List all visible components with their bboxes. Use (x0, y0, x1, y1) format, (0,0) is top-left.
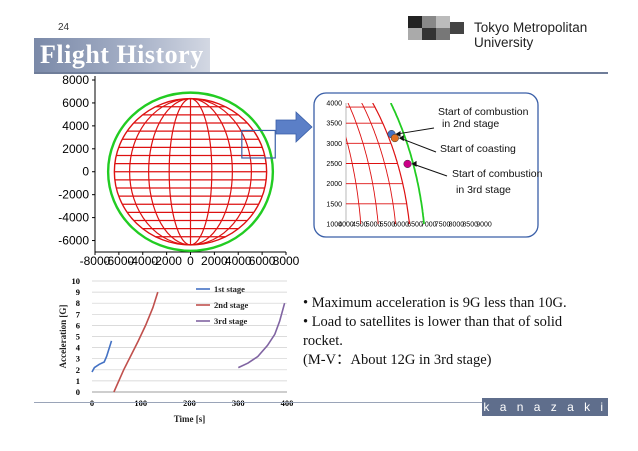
globe-x-tick-label: -2000 (151, 254, 182, 268)
footer-rule (34, 402, 482, 403)
globe-x-tick-label: -8000 (80, 254, 111, 268)
globe-trajectory (106, 91, 275, 253)
globe-y-tick-label: 0 (82, 165, 89, 179)
globe-y-tick-label: -4000 (58, 211, 89, 225)
globe-y-tick-label: 4000 (62, 119, 89, 133)
zoom-callout (275, 111, 313, 143)
globe-y-tick-label: 6000 (62, 96, 89, 110)
globe-x-tick-label: 0 (187, 254, 194, 268)
title-bar (34, 38, 210, 72)
inset-event-point (403, 159, 412, 168)
inset-event-point (390, 134, 399, 143)
bullet-item: • Maximum acceleration is 9G less than 1… (303, 295, 567, 311)
accel-x-tick-label: 200 (183, 398, 196, 408)
slide-number: 24 (58, 22, 70, 33)
globe-outline (113, 97, 268, 246)
globe-x-tick-label: 6000 (249, 254, 276, 268)
accel-y-tick-label: 0 (76, 387, 80, 397)
inset-y-tick-label: 2000 (326, 181, 342, 188)
inset-x-tick-label: 8000 (449, 222, 465, 229)
accel-series-line (237, 302, 286, 369)
globe-x-tick-label: 8000 (273, 254, 300, 268)
inset-y-tick-label: 2500 (326, 161, 342, 168)
globe-y-tick-label: -2000 (58, 188, 89, 202)
globe-x-tick-label: -4000 (127, 254, 158, 268)
university-name: Tokyo Metropolitan University (474, 20, 588, 50)
lab-footer: k a n a z a k i - l a b (482, 398, 608, 432)
inset-x-tick-label: 4500 (352, 222, 368, 229)
annotation-arrow (399, 137, 437, 153)
inset-x-tick-label: 7000 (421, 222, 437, 229)
slide-title: Flight History (40, 40, 204, 69)
legend-label: 3rd stage (214, 316, 248, 326)
inset-earth-edge (372, 103, 411, 224)
annotation-label: in 3rd stage (456, 184, 511, 196)
inset-x-tick-label: 5500 (380, 222, 396, 229)
accel-y-tick-label: 6 (76, 320, 80, 330)
inset-y-tick-label: 4000 (326, 101, 342, 108)
accel-y-tick-label: 5 (76, 332, 80, 342)
globe-y-tick-label: 2000 (62, 142, 89, 156)
globe-y-tick-label: 8000 (62, 73, 89, 87)
globe-x-tick-label: 2000 (201, 254, 228, 268)
accel-y-tick-label: 4 (76, 343, 81, 353)
accel-y-tick-label: 3 (76, 354, 80, 364)
globe-x-tick-label: -6000 (104, 254, 135, 268)
accel-y-axis-title: Acceleration [G] (58, 305, 68, 369)
inset-x-tick-label: 4000 (338, 222, 354, 229)
bullet-item: rocket. (303, 333, 343, 349)
accel-series-line (91, 340, 113, 373)
inset-x-tick-label: 6500 (407, 222, 423, 229)
bullet-list: • Maximum acceleration is 9G less than 1… (303, 294, 623, 370)
inset-x-tick-label: 6000 (393, 222, 409, 229)
annotation-arrowhead-icon (398, 135, 404, 142)
annotation-label: in 2nd stage (442, 118, 499, 130)
annotation-arrow (412, 163, 448, 177)
inset-frame (313, 92, 539, 238)
accel-y-tick-label: 7 (76, 309, 81, 319)
title-rule (34, 72, 608, 74)
accel-x-tick-label: 100 (134, 398, 147, 408)
inset-x-tick-label: 9000 (476, 222, 492, 229)
inset-y-tick-label: 3500 (326, 121, 342, 128)
accel-series-line (113, 291, 159, 393)
legend-label: 2nd stage (214, 300, 248, 310)
inset-y-tick-label: 1500 (326, 201, 342, 208)
accel-x-tick-label: 300 (232, 398, 245, 408)
callout-arrow-icon (275, 111, 313, 143)
inset-meridian (347, 103, 379, 224)
legend-label: 1st stage (214, 284, 245, 294)
inset-x-tick-label: 7500 (435, 222, 451, 229)
bullet-item: • Load to satellites is lower than that … (303, 314, 563, 330)
annotation-arrowhead-icon (395, 131, 401, 138)
inset-meridian (361, 103, 396, 224)
accel-y-tick-label: 9 (76, 287, 80, 297)
annotation-arrowhead-icon (411, 160, 417, 167)
zoom-box (241, 129, 276, 159)
accel-x-axis-title: Time [s] (174, 414, 206, 424)
accel-y-tick-label: 8 (76, 298, 80, 308)
inset-x-tick-label: 5000 (366, 222, 382, 229)
globe-x-tick-label: 4000 (225, 254, 252, 268)
annotation-arrow (396, 127, 435, 135)
annotation-label: Start of combustion (438, 106, 529, 118)
globe-y-tick-label: -6000 (58, 234, 89, 248)
bullet-item: (M-V：About 12G in 3rd stage) (303, 352, 492, 368)
accel-x-tick-label: 0 (90, 398, 94, 408)
annotation-label: Start of combustion (452, 168, 543, 180)
inset-x-tick-label: 8500 (462, 222, 478, 229)
inset-y-tick-label: 3000 (326, 141, 342, 148)
globe-chart: 80006000400020000-2000-4000-6000-8000-60… (58, 73, 299, 268)
accel-y-tick-label: 10 (72, 276, 81, 286)
inset-y-tick-label: 1000 (326, 222, 342, 229)
accel-x-tick-label: 400 (281, 398, 294, 408)
annotation-label: Start of coasting (440, 143, 516, 155)
inset-meridian (346, 136, 362, 224)
university-logo-icon (408, 16, 464, 40)
zoom-inset-chart: 1000150020002500300035004000400045005000… (313, 92, 543, 238)
accel-y-tick-label: 2 (76, 365, 80, 375)
accel-y-tick-label: 1 (76, 376, 80, 386)
